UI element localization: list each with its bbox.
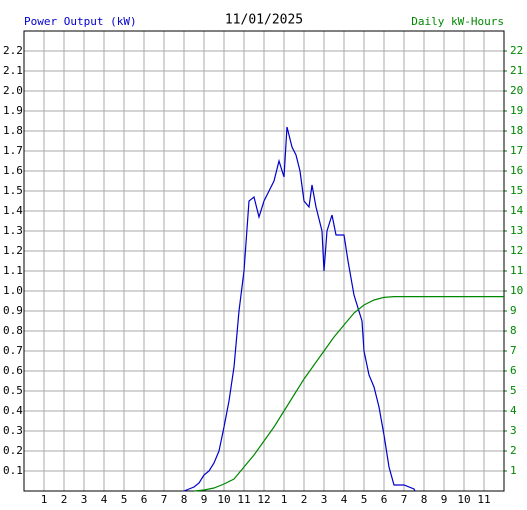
y2-tick-label: 14	[510, 204, 524, 217]
x-tick-label: 4	[341, 493, 348, 506]
plot-frame	[23, 30, 505, 492]
y-tick-label: 1.9	[3, 104, 23, 117]
y-tick-label: 0.3	[3, 424, 23, 437]
x-tick-label: 10	[457, 493, 470, 506]
x-tick-label: 3	[321, 493, 328, 506]
chart-title: 11/01/2025	[225, 13, 303, 28]
series-line	[183, 126, 416, 492]
y2-tick-label: 6	[510, 364, 517, 377]
y-tick-label: 0.5	[3, 384, 23, 397]
y-tick-label: 1.6	[3, 164, 23, 177]
x-tick-label: 4	[101, 493, 108, 506]
y2-tick-label: 18	[510, 124, 523, 137]
y-tick-label: 0.4	[3, 404, 23, 417]
x-tick-label: 1	[41, 493, 48, 506]
x-tick-label: 3	[81, 493, 88, 506]
x-tick-label: 7	[161, 493, 168, 506]
y-tick-label: 1.4	[3, 204, 23, 217]
y-tick-label: 1.5	[3, 184, 23, 197]
x-tick-label: 8	[421, 493, 428, 506]
y-tick-label: 0.7	[3, 344, 23, 357]
y2-tick-label: 5	[510, 384, 517, 397]
x-tick-label: 5	[121, 493, 128, 506]
x-tick-label: 8	[181, 493, 188, 506]
x-tick-label: 5	[361, 493, 368, 506]
y2-tick-label: 11	[510, 264, 523, 277]
y2-tick-label: 19	[510, 104, 523, 117]
y2-tick-label: 1	[510, 464, 517, 477]
y-tick-label: 0.2	[3, 444, 23, 457]
y2-tick-label: 16	[510, 164, 523, 177]
y2-tick-label: 4	[510, 404, 517, 417]
y-tick-label: 2.0	[3, 84, 23, 97]
y2-tick-label: 12	[510, 244, 523, 257]
x-tick-label: 6	[141, 493, 148, 506]
y2-tick-label: 3	[510, 424, 517, 437]
x-tick-label: 9	[201, 493, 208, 506]
y-tick-label: 0.6	[3, 364, 23, 377]
y-tick-label: 0.1	[3, 464, 23, 477]
series-line	[193, 296, 504, 492]
y2-tick-label: 17	[510, 144, 523, 157]
y2-tick-label: 15	[510, 184, 523, 197]
x-tick-label: 6	[381, 493, 388, 506]
y2-tick-label: 10	[510, 284, 523, 297]
y-tick-label: 1.1	[3, 264, 23, 277]
y-tick-label: 1.0	[3, 284, 23, 297]
y2-tick-label: 21	[510, 64, 523, 77]
y2-tick-label: 7	[510, 344, 517, 357]
y2-axis-title: Daily kW-Hours	[411, 15, 504, 28]
y-tick-label: 0.9	[3, 304, 23, 317]
y-tick-label: 1.7	[3, 144, 23, 157]
y-tick-label: 2.2	[3, 44, 23, 57]
y2-tick-label: 22	[510, 44, 523, 57]
y-tick-label: 0.8	[3, 324, 23, 337]
y-tick-label: 2.1	[3, 64, 23, 77]
x-tick-label: 11	[237, 493, 250, 506]
x-tick-label: 7	[401, 493, 408, 506]
y2-tick-label: 13	[510, 224, 523, 237]
y2-tick-label: 8	[510, 324, 517, 337]
x-tick-label: 2	[301, 493, 308, 506]
x-tick-label: 9	[441, 493, 448, 506]
y2-tick-label: 9	[510, 304, 517, 317]
x-tick-label: 1	[281, 493, 288, 506]
y2-tick-label: 2	[510, 444, 517, 457]
y-axis-title: Power Output (kW)	[24, 15, 137, 28]
x-tick-label: 10	[217, 493, 230, 506]
y-tick-label: 1.3	[3, 224, 23, 237]
x-tick-label: 12	[257, 493, 270, 506]
y-tick-label: 1.8	[3, 124, 23, 137]
x-tick-label: 2	[61, 493, 68, 506]
y2-tick-label: 20	[510, 84, 523, 97]
y-tick-label: 1.2	[3, 244, 23, 257]
x-tick-label: 11	[477, 493, 490, 506]
